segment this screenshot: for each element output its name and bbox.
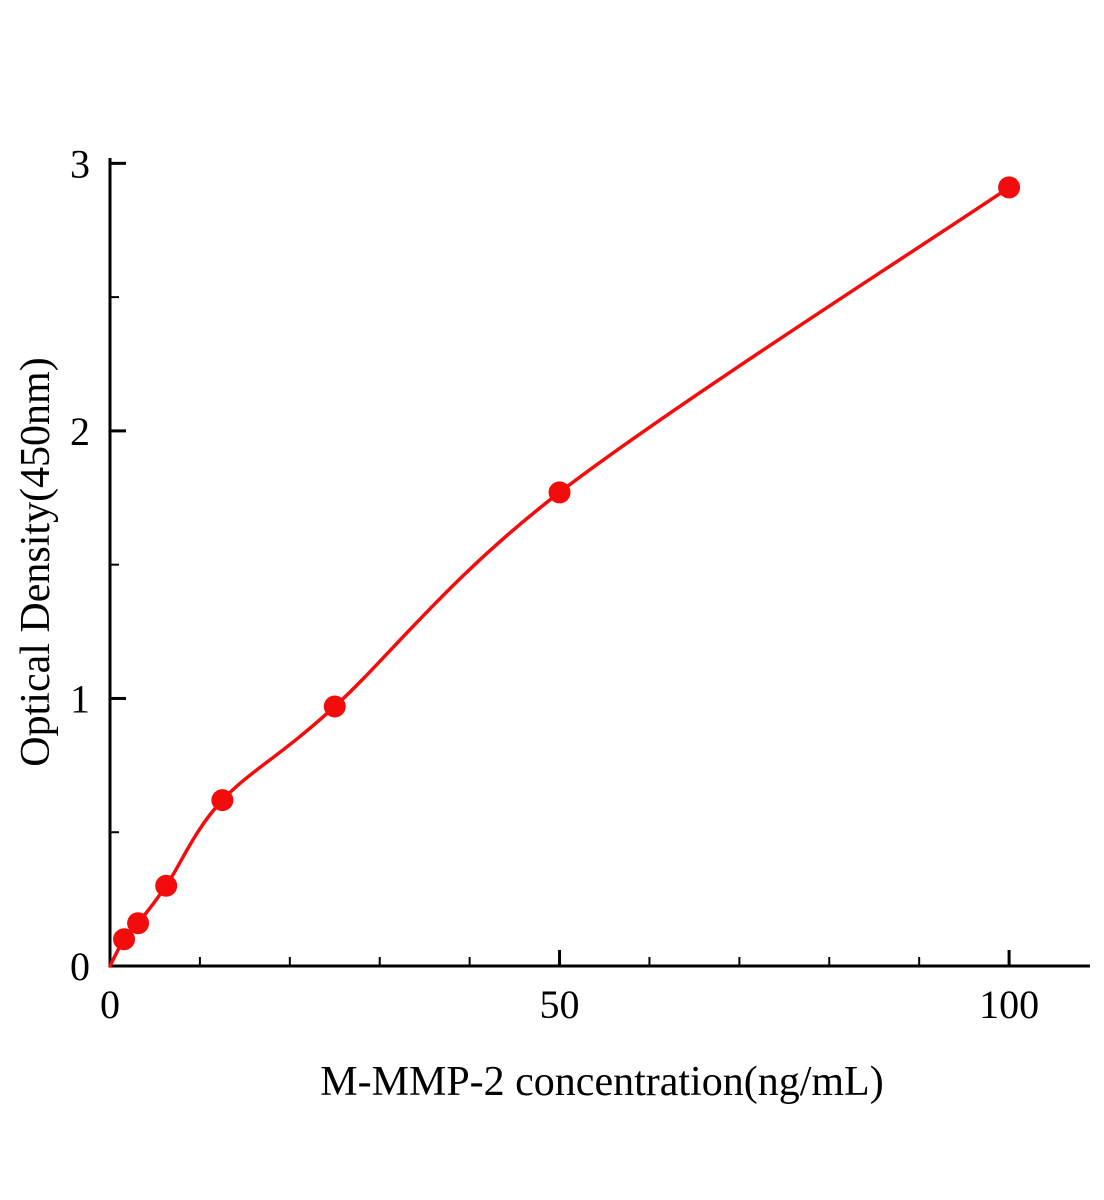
- data-point: [211, 789, 234, 812]
- fit-curve: [108, 185, 1011, 968]
- data-point: [155, 874, 178, 897]
- x-tick-label: 0: [100, 982, 120, 1027]
- y-tick-label: 0: [70, 944, 90, 989]
- x-tick-label: 100: [979, 982, 1039, 1027]
- x-axis-label: M-MMP-2 concentration(ng/mL): [320, 1059, 884, 1105]
- y-tick-label: 1: [70, 676, 90, 721]
- data-point: [113, 928, 136, 951]
- data-point: [548, 481, 571, 504]
- x-tick-label: 50: [540, 982, 580, 1027]
- data-point: [323, 695, 346, 718]
- y-axis-label: Optical Density(450nm): [13, 357, 59, 767]
- data-point: [998, 176, 1021, 199]
- y-tick-label: 2: [70, 409, 90, 454]
- y-tick-label: 3: [70, 141, 90, 186]
- data-point: [127, 912, 150, 935]
